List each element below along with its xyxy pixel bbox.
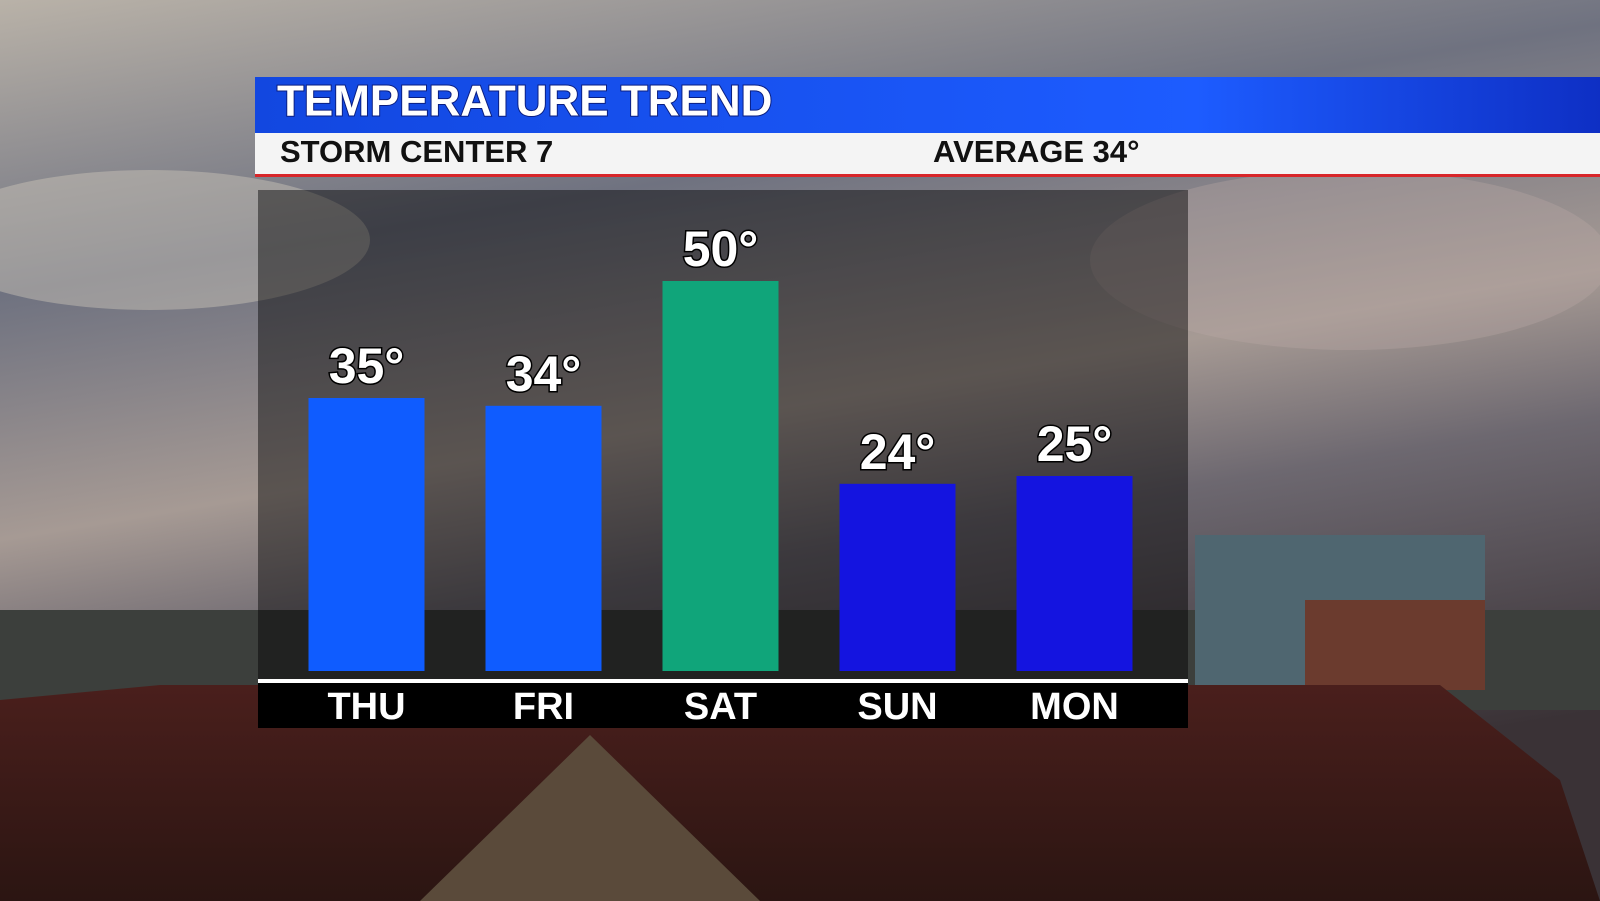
header-rule: [255, 174, 1600, 177]
cloud: [1090, 170, 1600, 350]
x-tick-label: SAT: [684, 686, 757, 728]
bar: [308, 398, 425, 671]
bar: [1016, 476, 1133, 671]
subtitle: STORM CENTER 7: [280, 134, 553, 169]
bar: [662, 281, 779, 671]
bar: [839, 483, 956, 671]
value-label: 50°: [683, 221, 759, 277]
x-tick-label: THU: [327, 686, 405, 728]
header-bar: [255, 77, 1600, 133]
x-tick-label: SUN: [857, 686, 937, 728]
background-roof: [0, 685, 1600, 901]
value-label: 34°: [506, 346, 582, 402]
value-label: 35°: [329, 338, 405, 394]
background-gable: [420, 735, 760, 901]
value-label: 25°: [1037, 416, 1113, 472]
category-strip: [258, 683, 1188, 728]
chart-title: TEMPERATURE TREND: [277, 77, 772, 126]
annotation: AVERAGE 34°: [933, 134, 1140, 169]
x-tick-label: MON: [1030, 686, 1119, 728]
subheader-bar: [255, 133, 1600, 175]
bar: [485, 405, 602, 671]
background-building: [1305, 600, 1485, 690]
value-label: 24°: [860, 424, 936, 480]
x-tick-label: FRI: [513, 686, 574, 728]
baseline: [258, 679, 1188, 683]
cloud: [0, 170, 370, 310]
